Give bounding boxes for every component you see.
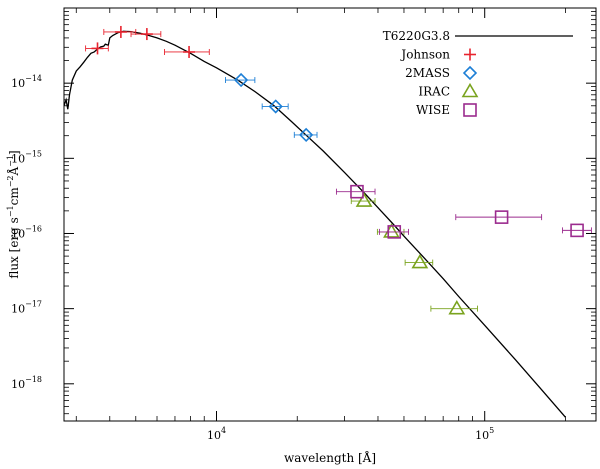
2mass-marker-0-shape: [233, 72, 249, 88]
irac-point-0: [350, 192, 376, 207]
y-tick-base: 10: [11, 152, 25, 165]
wise-point-3: [562, 223, 592, 238]
y-tick-label-2: 10−16: [11, 224, 42, 240]
johnson-point-0: [85, 42, 109, 55]
wise-marker-2-shape: [494, 210, 509, 224]
x-tick-base: 10: [475, 429, 489, 442]
2mass-point-1: [261, 99, 289, 114]
wise-point-1: [378, 225, 409, 239]
model-line: [64, 30, 566, 418]
x-tick-base: 10: [207, 429, 221, 442]
y-tick-base: 10: [11, 378, 25, 391]
y-axis-label: flux [erg s−1cm−2Å−1]: [6, 150, 21, 278]
y-tick-label-3: 10−17: [11, 300, 42, 316]
2mass-marker-1-shape: [268, 99, 283, 114]
johnson-point-3: [164, 45, 210, 58]
plot-frame: [63, 7, 597, 422]
wise-marker-3: [570, 223, 584, 238]
legend-label: Johnson: [399, 48, 450, 62]
irac-marker-2-shape: [411, 253, 429, 269]
x-tick-exp: 5: [489, 426, 494, 435]
y-tick-base: 10: [11, 303, 25, 316]
series-wise: [335, 184, 592, 239]
y-tick-label-4: 10−18: [11, 375, 42, 391]
2mass-marker-0: [233, 72, 249, 88]
johnson-point-2: [130, 28, 162, 41]
legend-entry-2mass: 2MASS: [405, 65, 478, 81]
irac-point-3: [430, 300, 478, 315]
irac-marker-0-shape: [355, 192, 373, 207]
legend-entry-johnson: Johnson: [399, 48, 476, 62]
2mass-marker-1: [268, 99, 283, 114]
series-johnson: [85, 25, 210, 58]
legend-symbol-shape: [461, 82, 479, 98]
johnson-marker-2: [140, 28, 153, 41]
irac-marker-2: [411, 253, 429, 269]
irac-point-2: [404, 253, 434, 269]
y-tick-base: 10: [11, 77, 25, 90]
legend: T6220G3.8 Johnson 2MASS IRAC WISE: [383, 29, 573, 117]
irac-marker-1: [383, 223, 400, 238]
y-tick-label-1: 10−15: [11, 149, 42, 165]
wise-marker-0-shape: [350, 184, 364, 199]
y-tick-exp: −14: [25, 74, 42, 83]
y-tick-exp: −15: [25, 149, 42, 158]
legend-label: IRAC: [418, 85, 450, 99]
legend-label: 2MASS: [405, 66, 450, 80]
johnson-marker-1: [114, 25, 127, 38]
johnson-point-1: [103, 25, 137, 38]
2mass-point-0: [225, 72, 256, 88]
y-tick-exp: −17: [25, 300, 42, 309]
2mass-marker-2: [299, 127, 314, 143]
irac-marker-1-shape: [383, 223, 400, 238]
legend-symbol-shape: [462, 65, 478, 81]
series-irac: [350, 192, 478, 315]
wise-point-0: [335, 184, 376, 199]
wise-marker-2: [494, 210, 509, 224]
irac-marker-3: [448, 300, 466, 315]
legend-entry-wise: WISE: [416, 103, 477, 117]
2mass-point-2: [293, 127, 318, 143]
johnson-marker-3: [183, 45, 196, 58]
x-tick-exp: 4: [221, 426, 226, 435]
wise-marker-1: [387, 225, 402, 239]
legend-label: WISE: [416, 103, 450, 117]
x-tick-label-0: 104: [207, 426, 226, 442]
irac-marker-3-shape: [448, 300, 466, 315]
y-tick-base: 10: [11, 227, 25, 240]
y-tick-label-0: 10−14: [11, 74, 42, 90]
wise-marker-1-shape: [387, 225, 402, 239]
legend-symbol: [464, 48, 476, 61]
wise-point-2: [455, 210, 543, 224]
legend-entry-irac: IRAC: [418, 82, 479, 99]
series-2mass: [225, 72, 318, 143]
y-tick-exp: −18: [25, 375, 42, 384]
legend-label: T6220G3.8: [383, 29, 450, 43]
legend-entry-t6220g3.8: T6220G3.8: [383, 29, 573, 43]
legend-symbol-shape: [463, 103, 477, 117]
wise-marker-3-shape: [570, 223, 584, 238]
johnson-marker-0: [91, 42, 104, 55]
x-tick-label-1: 105: [475, 426, 494, 442]
y-tick-exp: −16: [25, 224, 42, 233]
wise-marker-0: [350, 184, 364, 199]
2mass-marker-2-shape: [299, 127, 314, 143]
x-axis-label: wavelength [Å]: [284, 450, 376, 465]
irac-marker-0: [355, 192, 373, 207]
data-layer: [64, 25, 592, 418]
legend-symbol: [461, 82, 479, 98]
legend-symbol: [462, 65, 478, 81]
legend-symbol: [463, 103, 477, 117]
